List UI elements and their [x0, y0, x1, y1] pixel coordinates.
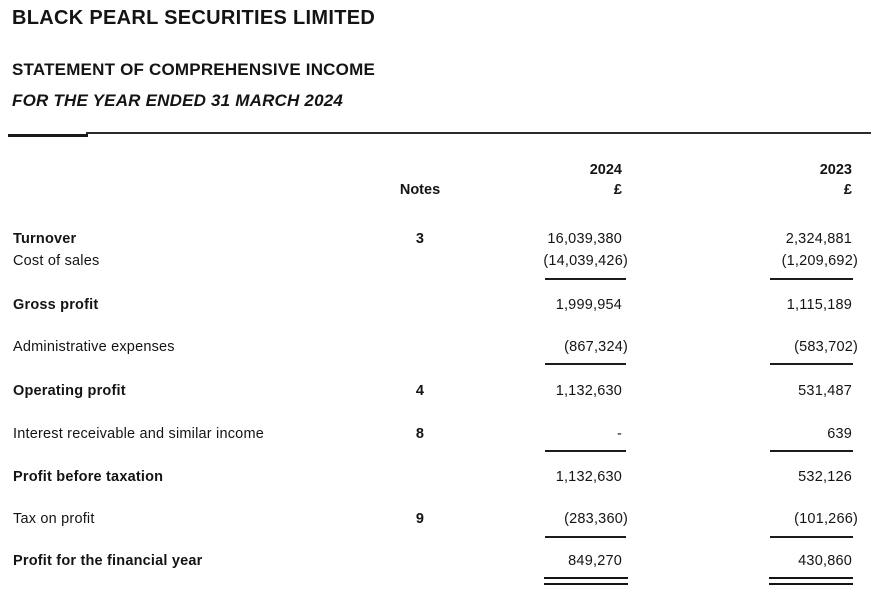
- header-rule: [86, 132, 871, 134]
- row-label: Profit for the financial year: [13, 553, 203, 569]
- row-profit-before-taxation: Profit before taxation 1,132,630 532,126: [0, 469, 874, 486]
- row-note-ref: 4: [415, 383, 425, 399]
- column-header-year-prior: 2023: [819, 162, 852, 178]
- company-name: BLACK PEARL SECURITIES LIMITED: [12, 7, 376, 29]
- subtotal-rule: [545, 450, 626, 452]
- row-label: Gross profit: [13, 297, 99, 313]
- row-value-2024: 16,039,380: [547, 231, 622, 247]
- row-profit-for-financial-year: Profit for the financial year 849,270 43…: [0, 553, 874, 570]
- row-label: Operating profit: [13, 383, 126, 399]
- period-heading: FOR THE YEAR ENDED 31 MARCH 2024: [12, 91, 344, 110]
- row-value-2024: (867,324): [564, 339, 628, 355]
- subtotal-rule: [770, 450, 853, 452]
- subtotal-rule: [545, 536, 626, 538]
- row-gross-profit: Gross profit 1,999,954 1,115,189: [0, 297, 874, 314]
- row-value-2024: 1,132,630: [555, 383, 622, 399]
- row-value-2024: (283,360): [564, 511, 628, 527]
- column-header-notes: Notes: [399, 182, 441, 198]
- row-value-2023: 532,126: [798, 469, 852, 485]
- row-operating-profit: Operating profit 4 1,132,630 531,487: [0, 383, 874, 400]
- row-value-2023: 639: [827, 426, 852, 442]
- row-value-2023: 1,115,189: [786, 297, 852, 313]
- row-value-2024: 1,132,630: [555, 469, 622, 485]
- total-double-rule: [769, 577, 853, 585]
- statement-title: STATEMENT OF COMPREHENSIVE INCOME: [12, 60, 375, 79]
- row-label: Profit before taxation: [13, 469, 164, 485]
- subtotal-rule: [770, 278, 853, 280]
- row-tax-on-profit: Tax on profit 9 (283,360) (101,266): [0, 511, 874, 528]
- subtotal-rule: [545, 278, 626, 280]
- header-rule-left-segment: [8, 134, 88, 137]
- row-label: Turnover: [13, 231, 77, 247]
- row-value-2023: (583,702): [794, 339, 858, 355]
- column-header-currency-prior: £: [843, 182, 852, 198]
- column-header-currency-current: £: [613, 182, 622, 198]
- row-interest-receivable: Interest receivable and similar income 8…: [0, 426, 874, 443]
- subtotal-rule: [545, 363, 626, 365]
- row-value-2023: 531,487: [798, 383, 852, 399]
- row-value-2024: 849,270: [568, 553, 622, 569]
- row-label: Tax on profit: [13, 511, 95, 527]
- row-value-2023: 430,860: [798, 553, 852, 569]
- row-note-ref: 9: [415, 511, 425, 527]
- row-turnover: Turnover 3 16,039,380 2,324,881: [0, 231, 874, 248]
- row-value-2024: 1,999,954: [555, 297, 622, 313]
- row-note-ref: 3: [415, 231, 425, 247]
- subtotal-rule: [770, 363, 853, 365]
- row-value-2024: -: [616, 426, 622, 442]
- row-value-2023: (101,266): [794, 511, 858, 527]
- column-header-year-current: 2024: [589, 162, 622, 178]
- row-value-2023: (1,209,692): [781, 253, 858, 269]
- row-value-2024: (14,039,426): [543, 253, 628, 269]
- row-administrative-expenses: Administrative expenses (867,324) (583,7…: [0, 339, 874, 356]
- total-double-rule: [544, 577, 628, 585]
- subtotal-rule: [770, 536, 853, 538]
- row-label: Administrative expenses: [13, 339, 175, 355]
- row-label: Cost of sales: [13, 253, 100, 269]
- row-note-ref: 8: [415, 426, 425, 442]
- row-value-2023: 2,324,881: [785, 231, 852, 247]
- row-cost-of-sales: Cost of sales (14,039,426) (1,209,692): [0, 253, 874, 270]
- row-label: Interest receivable and similar income: [13, 426, 264, 442]
